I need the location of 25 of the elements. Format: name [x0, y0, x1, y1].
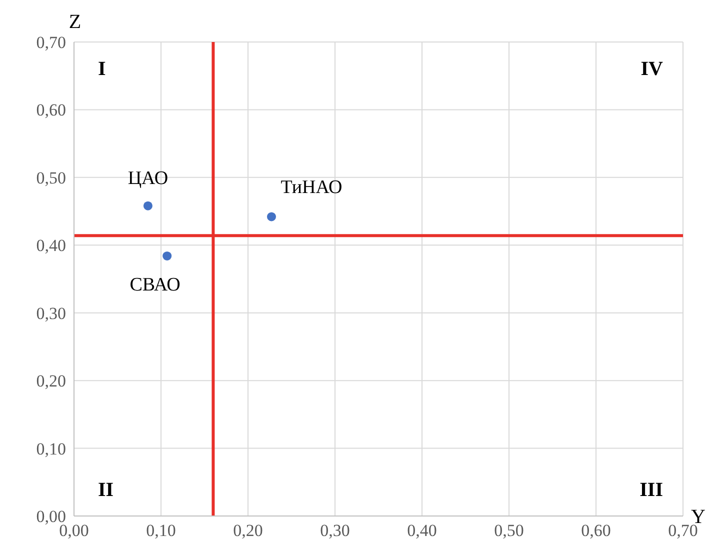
series-label: ТиНАО — [280, 177, 342, 198]
annotation: III — [640, 479, 663, 501]
y-tick-label: 0,20 — [36, 372, 66, 391]
x-tick-label: 0,40 — [407, 521, 437, 540]
annotation: IV — [640, 58, 663, 80]
x-tick-label: 0,00 — [59, 521, 89, 540]
x-tick-label: 0,10 — [146, 521, 176, 540]
x-tick-label: 0,50 — [494, 521, 524, 540]
y-tick-label: 0,30 — [36, 304, 66, 323]
x-tick-label: 0,30 — [320, 521, 350, 540]
annotation: I — [98, 58, 106, 80]
point — [266, 212, 276, 222]
y-tick-label: 0,70 — [36, 33, 66, 52]
series-label: СВАО — [130, 274, 180, 296]
y-axis-title: Z — [68, 11, 82, 33]
y-tick-label: 0,40 — [36, 236, 66, 256]
y-tick-label: 0,60 — [36, 100, 66, 120]
x-tick-label: 0,60 — [581, 521, 611, 540]
x-tick-label: 0,20 — [233, 521, 263, 540]
point — [143, 201, 152, 210]
series-label: ЦАО — [128, 168, 168, 190]
y-tick-label: 0,10 — [36, 439, 66, 458]
point — [162, 251, 172, 260]
y-tick-label: 0,50 — [36, 168, 66, 188]
annotation: II — [98, 479, 114, 501]
